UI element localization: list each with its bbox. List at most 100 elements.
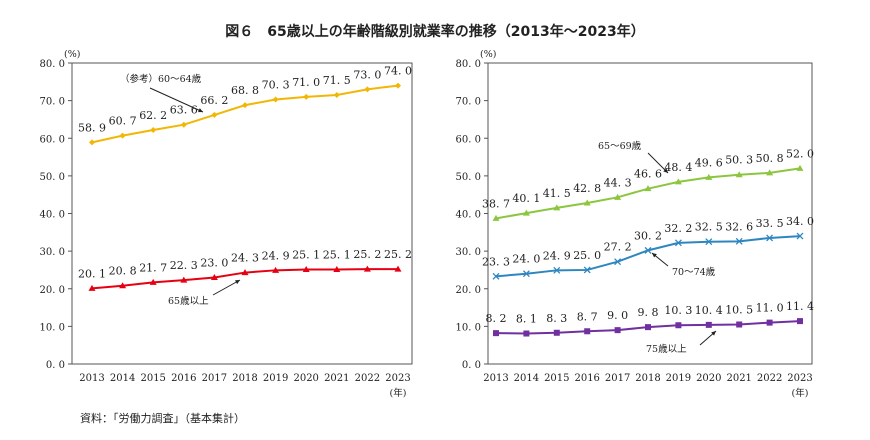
x-tick-label: 2017 [202, 373, 227, 384]
series-annotation: （参考）60～64歳 [120, 73, 202, 85]
x-tick-label: 2023 [787, 373, 812, 384]
y-tick-label: 10. 0 [40, 322, 65, 333]
data-label: 44. 3 [604, 176, 632, 189]
data-label: 24. 9 [543, 249, 571, 262]
data-label: 8. 2 [486, 312, 507, 325]
data-point [645, 324, 651, 331]
data-point [614, 258, 622, 266]
data-point [796, 164, 804, 171]
data-point [241, 269, 249, 276]
x-tick-label: 2015 [140, 373, 165, 384]
data-label: 25. 2 [384, 248, 412, 261]
data-label: 63. 6 [170, 104, 198, 117]
data-point [395, 82, 401, 89]
data-point [180, 121, 187, 128]
data-label: 24. 3 [231, 252, 259, 265]
y-tick-label: 60. 0 [40, 134, 65, 145]
arrow-head-icon [198, 108, 203, 113]
data-label: 49. 6 [695, 156, 723, 169]
data-label: 20. 8 [109, 265, 137, 278]
data-point [797, 318, 803, 325]
arrow-head-icon [235, 280, 240, 285]
x-tick-label: 2022 [355, 373, 380, 384]
y-tick-label: 30. 0 [456, 247, 481, 258]
data-label: 58. 9 [78, 121, 106, 134]
y-tick-label: 40. 0 [40, 210, 65, 221]
x-tick-label: 2020 [696, 373, 721, 384]
data-point [522, 270, 530, 278]
data-label: 10. 5 [725, 303, 753, 316]
data-point [614, 193, 622, 200]
data-point [492, 272, 500, 280]
y-tick-label: 0. 0 [462, 360, 481, 371]
y-tick-label: 0. 0 [46, 360, 65, 371]
data-point [272, 96, 279, 103]
data-label: 46. 6 [634, 168, 662, 181]
data-point [553, 204, 561, 211]
data-point [364, 86, 371, 93]
x-tick-label: 2014 [514, 373, 539, 384]
data-label: 10. 4 [695, 304, 723, 317]
y-tick-label: 80. 0 [456, 59, 481, 70]
series-2: 23. 3 24. 0 24. 9 25. 027. 230. 232. 2 32. 5… [482, 215, 814, 280]
x-axis-unit: (年) [792, 387, 809, 399]
data-label: 25. 2 [353, 248, 381, 261]
data-label: 33. 5 [756, 217, 784, 230]
data-point [705, 238, 713, 246]
x-tick-label: 2023 [385, 373, 410, 384]
x-tick-label: 2015 [544, 373, 569, 384]
data-label: 30. 2 [634, 229, 662, 242]
data-label: 24. 9 [262, 249, 290, 262]
y-tick-label: 20. 0 [456, 285, 481, 296]
x-tick-label: 2021 [324, 373, 349, 384]
arrow-head-icon [663, 168, 668, 173]
series-1: 58. 960. 7 62. 2 63. 666. 268. 8 70. 3 71. 0… [78, 65, 412, 146]
panel-2: 0. 0 10. 0 20. 0 30. 0 40. 0 50. 0 60. 0 70. 0 8… [456, 49, 814, 399]
data-label: 9. 0 [607, 309, 628, 322]
data-label: 68. 8 [231, 84, 259, 97]
data-point [302, 266, 310, 273]
data-label: 71. 5 [323, 74, 351, 87]
data-label: 32. 6 [725, 220, 753, 233]
data-label: 50. 3 [725, 154, 753, 167]
data-label: 48. 4 [664, 161, 692, 174]
data-label: 32. 5 [695, 221, 723, 234]
y-tick-label: 60. 0 [456, 134, 481, 145]
x-tick-label: 2014 [110, 373, 135, 384]
source-note: 資料：「労働力調査」（基本集計） [80, 411, 245, 425]
data-point [735, 171, 743, 178]
y-tick-label: 20. 0 [40, 285, 65, 296]
x-tick-label: 2016 [574, 373, 599, 384]
data-label: 32. 2 [664, 222, 692, 235]
data-point [766, 169, 774, 176]
series-annotation: 65～69歳 [598, 140, 642, 152]
y-tick-label: 30. 0 [40, 247, 65, 258]
data-point [272, 266, 280, 273]
data-label: 9. 8 [638, 306, 659, 319]
plot-frame [71, 62, 413, 365]
data-label: 50. 8 [756, 152, 784, 165]
data-point [583, 266, 591, 274]
data-label: 25. 0 [573, 249, 601, 262]
y-tick-label: 50. 0 [40, 172, 65, 183]
data-label: 25. 1 [292, 249, 320, 262]
data-point [333, 266, 341, 273]
data-label: 8. 3 [546, 312, 567, 325]
x-tick-label: 2020 [293, 373, 318, 384]
x-tick-label: 2022 [757, 373, 782, 384]
data-point [119, 132, 126, 139]
data-point [735, 237, 743, 245]
chart-title: 図６ 65歳以上の年齢階級別就業率の推移（2013年～2023年） [225, 23, 644, 40]
x-tick-label: 2018 [635, 373, 660, 384]
data-point [583, 199, 591, 206]
data-point [119, 282, 127, 289]
y-axis-unit: (%) [64, 49, 80, 60]
data-point [736, 321, 743, 328]
data-label: 11. 4 [786, 300, 814, 313]
data-point [584, 328, 591, 335]
data-label: 70. 3 [262, 78, 290, 91]
data-label: 23. 0 [200, 256, 228, 269]
data-label: 73. 0 [353, 68, 381, 81]
x-tick-label: 2013 [79, 373, 104, 384]
